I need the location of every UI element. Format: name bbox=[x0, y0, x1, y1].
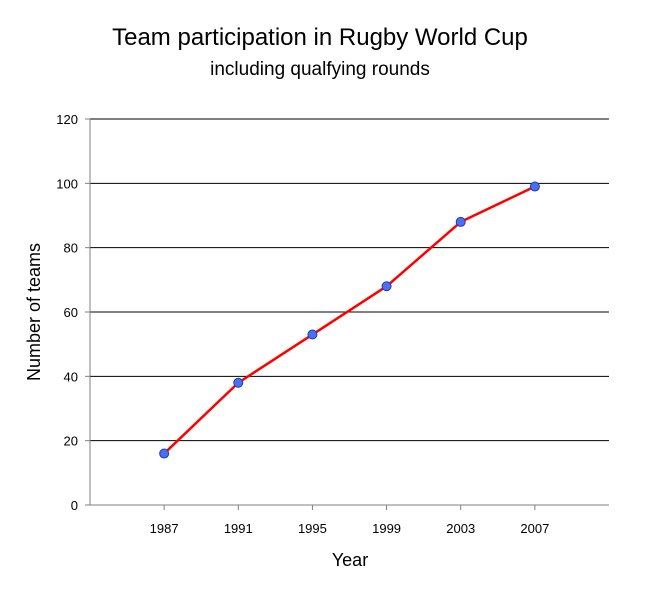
series-line-path bbox=[163, 185, 536, 455]
y-axis-title: Number of teams bbox=[24, 243, 44, 381]
y-tick-label: 0 bbox=[71, 498, 78, 513]
y-tick-label: 100 bbox=[56, 176, 78, 191]
data-point bbox=[233, 377, 244, 388]
x-tick-label: 1991 bbox=[224, 521, 253, 536]
x-tick-labels: 1987 1991 1995 1999 2003 2007 bbox=[150, 521, 550, 536]
data-point bbox=[529, 181, 540, 192]
y-tick-label: 20 bbox=[64, 434, 78, 449]
series-line bbox=[163, 185, 536, 455]
x-tick-label: 1987 bbox=[150, 521, 179, 536]
gridlines bbox=[90, 118, 609, 442]
x-tick-label: 1999 bbox=[372, 521, 401, 536]
x-tick-label: 2003 bbox=[446, 521, 475, 536]
x-axis-title: Year bbox=[332, 550, 368, 570]
chart-title: Team participation in Rugby World Cup bbox=[112, 24, 528, 51]
data-point bbox=[455, 216, 466, 227]
data-point bbox=[307, 329, 318, 340]
chart-subtitle: including qualfying rounds bbox=[210, 59, 430, 80]
y-tick-label: 80 bbox=[64, 241, 78, 256]
y-tick-labels: 0 20 40 60 80 100 120 bbox=[56, 112, 78, 513]
series-markers bbox=[159, 181, 540, 459]
x-tick-label: 2007 bbox=[520, 521, 549, 536]
data-point bbox=[381, 281, 392, 292]
y-tick-label: 40 bbox=[64, 369, 78, 384]
x-tick-label: 1995 bbox=[298, 521, 327, 536]
y-tick-label: 120 bbox=[56, 112, 78, 127]
data-point bbox=[159, 448, 170, 459]
axes bbox=[85, 118, 609, 510]
y-tick-label: 60 bbox=[64, 305, 78, 320]
